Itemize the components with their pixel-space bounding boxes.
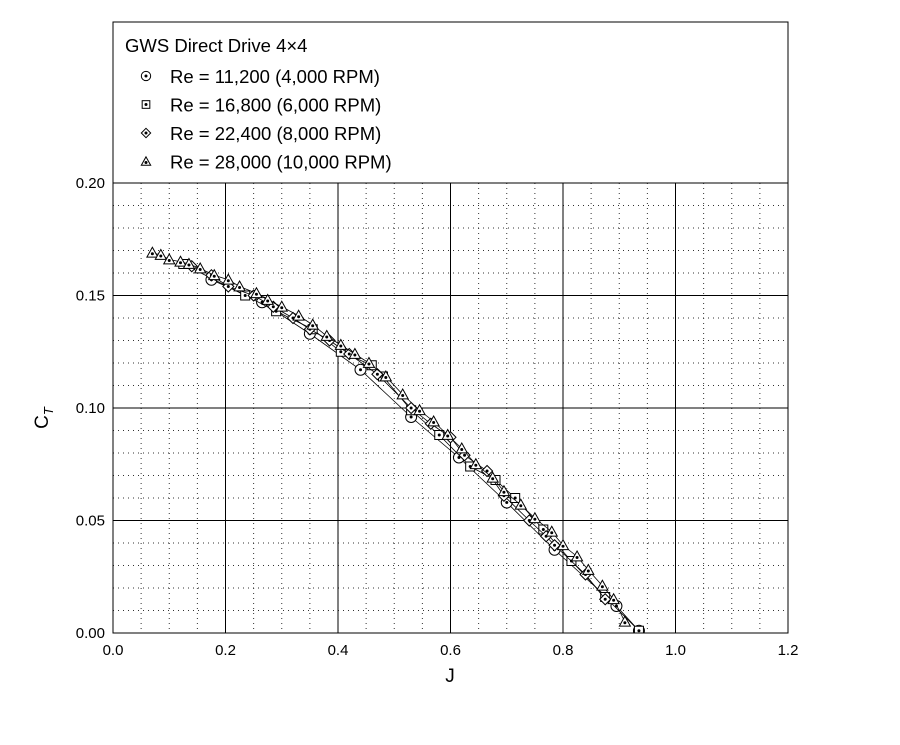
y-axis-title: CT: [32, 406, 56, 429]
y-tick-label: 0.00: [76, 625, 105, 642]
y-tick-label: 0.05: [76, 513, 105, 530]
data-point: [607, 592, 620, 605]
data-point: [221, 273, 235, 285]
data-point: [598, 593, 612, 606]
data-point: [261, 293, 275, 305]
svg-text:CT: CT: [32, 406, 56, 429]
y-tick-label: 0.15: [76, 288, 105, 305]
data-point: [633, 625, 644, 633]
data-point: [469, 457, 483, 470]
data-point: [140, 127, 152, 139]
data-point: [193, 261, 207, 274]
legend-item: Re = 16,800 (6,000 RPM): [141, 95, 381, 116]
data-point: [162, 252, 176, 265]
data-point: [348, 347, 362, 359]
legend-box: [112, 21, 789, 184]
legend: Re = 11,200 (4,000 RPM) Re = 16,800 (6,00…: [140, 66, 392, 173]
x-axis-ticks: 0.0 0.2 0.4 0.6 0.8 1.0 1.2: [103, 642, 799, 659]
data-point: [320, 329, 334, 341]
data-point: [596, 579, 609, 591]
data-point: [570, 549, 584, 562]
data-point: [545, 525, 559, 537]
data-point: [434, 430, 445, 440]
x-tick-label: 0.4: [328, 642, 349, 659]
data-point: [556, 538, 570, 551]
data-point: [427, 414, 440, 427]
data-point: [154, 248, 168, 260]
legend-label: Re = 22,400 (8,000 RPM): [170, 123, 381, 144]
legend-label: Re = 16,800 (6,000 RPM): [170, 95, 381, 116]
data-point: [140, 155, 152, 166]
data-point: [441, 428, 455, 440]
data-point: [497, 484, 511, 497]
legend-item: Re = 28,000 (10,000 RPM): [140, 152, 392, 173]
data-point: [581, 563, 595, 575]
data-point: [514, 498, 528, 510]
x-tick-label: 0.8: [553, 642, 574, 659]
x-axis-title: J: [445, 666, 455, 687]
y-axis-ticks: 0.00 0.05 0.10 0.15 0.20: [76, 175, 105, 642]
data-point: [207, 268, 221, 281]
legend-label: Re = 11,200 (4,000 RPM): [170, 66, 380, 87]
legend-item: Re = 11,200 (4,000 RPM): [140, 66, 380, 87]
legend-item: Re = 22,400 (8,000 RPM): [140, 123, 381, 144]
series-4: [146, 246, 632, 627]
chart-title: GWS Direct Drive 4×4: [125, 35, 307, 56]
data-point: [182, 257, 196, 269]
data-point: [618, 615, 632, 627]
data-point: [413, 403, 426, 416]
x-tick-label: 0.0: [103, 642, 124, 659]
data-point: [379, 369, 393, 382]
data-point: [292, 309, 305, 321]
data-point: [306, 318, 320, 330]
data-point: [275, 300, 289, 312]
y-axis-title-main: C: [32, 415, 53, 429]
data-point: [140, 70, 152, 82]
data-point: [334, 338, 348, 350]
data-point: [486, 471, 500, 483]
data-point: [233, 279, 246, 292]
y-tick-label: 0.20: [76, 175, 105, 192]
x-tick-label: 0.6: [440, 642, 461, 659]
x-tick-label: 1.2: [778, 642, 799, 659]
data-point: [174, 255, 187, 267]
data-point: [250, 286, 263, 299]
data-point: [510, 493, 521, 503]
data-point: [528, 511, 542, 524]
legend-label: Re = 28,000 (10,000 RPM): [170, 152, 392, 173]
x-tick-label: 0.2: [215, 642, 236, 659]
plot-frame: [112, 182, 789, 634]
data-point: [146, 246, 159, 258]
data-point: [396, 387, 410, 400]
series-layer: [146, 246, 645, 633]
data-point: [141, 100, 151, 109]
data-point: [480, 464, 494, 478]
y-tick-label: 0.10: [76, 400, 105, 417]
y-axis-title-sub: T: [41, 406, 56, 415]
x-tick-label: 1.0: [665, 642, 686, 659]
data-point: [455, 441, 469, 454]
data-point: [362, 356, 376, 368]
data-point: [548, 539, 561, 552]
